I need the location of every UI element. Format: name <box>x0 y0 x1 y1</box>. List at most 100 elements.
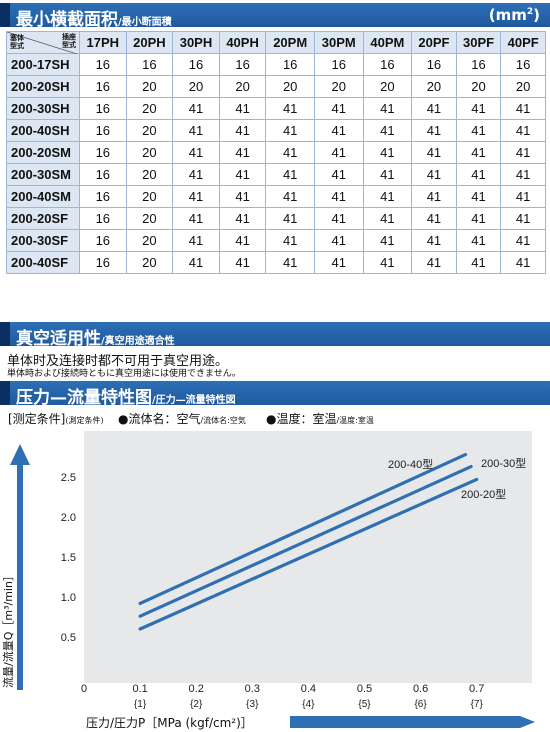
x-tick-label: 0.2 <box>189 683 204 695</box>
table-cell: 41 <box>500 97 546 120</box>
row-header: 200-17SH <box>6 53 80 76</box>
x-axis-arrow <box>290 716 535 728</box>
table-row: 200-17SH 16 16 16 16 16 16 16 16 16 16 <box>6 53 546 76</box>
condition-label: [测定条件](測定条件) <box>8 412 104 426</box>
row-header: 200-20SM <box>6 141 80 164</box>
table-corner-header: 塞体 型式 插座 型式 <box>6 31 80 54</box>
table-cell: 41 <box>411 163 457 186</box>
table-cell: 41 <box>455 251 502 274</box>
row-header: 200-30SF <box>6 229 80 252</box>
table-row: 200-40SF 16 20 41 41 41 41 41 41 41 41 <box>6 251 546 274</box>
y-axis-label: 流量/流量Q［m³/min］ <box>1 570 15 688</box>
column-header-40ph: 40PH <box>218 31 267 54</box>
x-tick-kgf-label: {6} <box>414 699 427 710</box>
table-cell: 16 <box>172 53 220 76</box>
column-header-40pf: 40PF <box>500 31 546 54</box>
table-cell: 41 <box>500 141 546 164</box>
table-cell: 41 <box>362 141 413 164</box>
table-cell: 41 <box>172 97 220 120</box>
section-subtitle: /最小断面積 <box>118 17 172 28</box>
table-cell: 41 <box>265 119 315 142</box>
table-cell: 20 <box>125 119 174 142</box>
corner-socket-label: 插座 型式 <box>62 34 76 49</box>
table-cell: 16 <box>79 251 127 274</box>
section-header-vacuum: 真空适用性/真空用途適合性 <box>0 322 550 349</box>
header-accent <box>0 3 10 27</box>
table-cell: 41 <box>500 251 546 274</box>
series-label-2: 200-20型 <box>461 487 506 501</box>
table-cell: 41 <box>265 251 315 274</box>
y-tick-label: 2.5 <box>61 472 76 484</box>
table-cell: 41 <box>362 185 413 208</box>
series-line-1 <box>138 465 473 618</box>
column-header-17ph: 17PH <box>79 31 127 54</box>
column-header-30pm: 30PM <box>313 31 364 54</box>
section-header-min-area: 最小横截面积/最小断面積 (mm2) <box>0 3 550 30</box>
section-header-flow: 压力—流量特性图/圧力—流量特性図 <box>0 381 550 408</box>
table-row: 200-40SH 16 20 41 41 41 41 41 41 41 41 <box>6 119 546 142</box>
table-cell: 41 <box>500 163 546 186</box>
header-accent <box>0 381 10 405</box>
column-header-20pf: 20PF <box>411 31 457 54</box>
table-row: 200-30SF 16 20 41 41 41 41 41 41 41 41 <box>6 229 546 252</box>
table-row: 200-20SH 16 20 20 20 20 20 20 20 20 20 <box>6 75 546 98</box>
row-header: 200-20SH <box>6 75 80 98</box>
table-cell: 41 <box>172 163 220 186</box>
table-cell: 41 <box>172 141 220 164</box>
section-subtitle: /真空用途適合性 <box>101 336 175 347</box>
section-subtitle: /圧力—流量特性図 <box>152 395 236 406</box>
column-header-40pm: 40PM <box>362 31 413 54</box>
table-cell: 41 <box>500 119 546 142</box>
table-cell: 41 <box>172 251 220 274</box>
diagonal-divider <box>7 32 77 54</box>
min-area-table: 塞体 型式 插座 型式 17PH 20PH 30PH 40PH 20PM 30PM 40PM 20… <box>6 31 546 274</box>
table-cell: 41 <box>411 229 457 252</box>
table-cell: 41 <box>455 141 502 164</box>
table-cell: 41 <box>362 163 413 186</box>
header-accent <box>0 322 10 346</box>
x-tick-label: 0.5 <box>357 683 372 695</box>
table-cell: 20 <box>362 75 413 98</box>
x-tick-label: 0.1 <box>132 683 147 695</box>
table-cell: 41 <box>313 251 364 274</box>
table-cell: 16 <box>265 53 315 76</box>
row-header: 200-40SH <box>6 119 80 142</box>
table-cell: 41 <box>313 229 364 252</box>
table-cell: 41 <box>265 207 315 230</box>
section-title: 压力—流量特性图 <box>16 388 152 408</box>
table-cell: 16 <box>411 53 457 76</box>
unit-label: (mm2) <box>488 6 540 24</box>
table-cell: 41 <box>313 185 364 208</box>
y-tick-label: 2.0 <box>61 512 76 524</box>
x-tick-label: 0.3 <box>245 683 260 695</box>
column-header-20pm: 20PM <box>265 31 315 54</box>
series-label-1: 200-30型 <box>481 456 526 470</box>
x-tick-kgf-label: {4} <box>302 699 315 710</box>
table-cell: 41 <box>500 207 546 230</box>
series-line-0 <box>138 453 468 606</box>
table-cell: 41 <box>218 207 267 230</box>
x-tick-label: 0 <box>81 683 87 695</box>
x-tick-label: 0.7 <box>469 683 484 695</box>
corner-plug-label: 塞体 型式 <box>10 35 24 50</box>
table-cell: 41 <box>218 119 267 142</box>
table-row: 200-20SF 16 20 41 41 41 41 41 41 41 41 <box>6 207 546 230</box>
table-row: 200-30SM 16 20 41 41 41 41 41 41 41 41 <box>6 163 546 186</box>
table-cell: 20 <box>125 251 174 274</box>
vacuum-note-cn: 单体时及连接时都不可用于真空用途。 <box>7 354 229 369</box>
y-tick-label: 1.0 <box>61 592 76 604</box>
x-tick-kgf-label: {1} <box>134 699 147 710</box>
x-axis-label: 压力/圧力P［MPa (kgf/cm²)］ <box>86 716 253 730</box>
column-header-30pf: 30PF <box>455 31 502 54</box>
series-line-2 <box>138 477 479 631</box>
vacuum-note-jp: 単体時および接続時ともに真空用途には使用できません。 <box>7 369 241 379</box>
table-cell: 41 <box>172 229 220 252</box>
row-header: 200-30SM <box>6 163 80 186</box>
series-label-0: 200-40型 <box>388 457 433 471</box>
table-cell: 41 <box>411 185 457 208</box>
table-row: 200-30SH 16 20 41 41 41 41 41 41 41 41 <box>6 97 546 120</box>
row-header: 200-40SF <box>6 251 80 274</box>
column-header-30ph: 30PH <box>172 31 220 54</box>
x-tick-kgf-label: {3} <box>246 699 259 710</box>
